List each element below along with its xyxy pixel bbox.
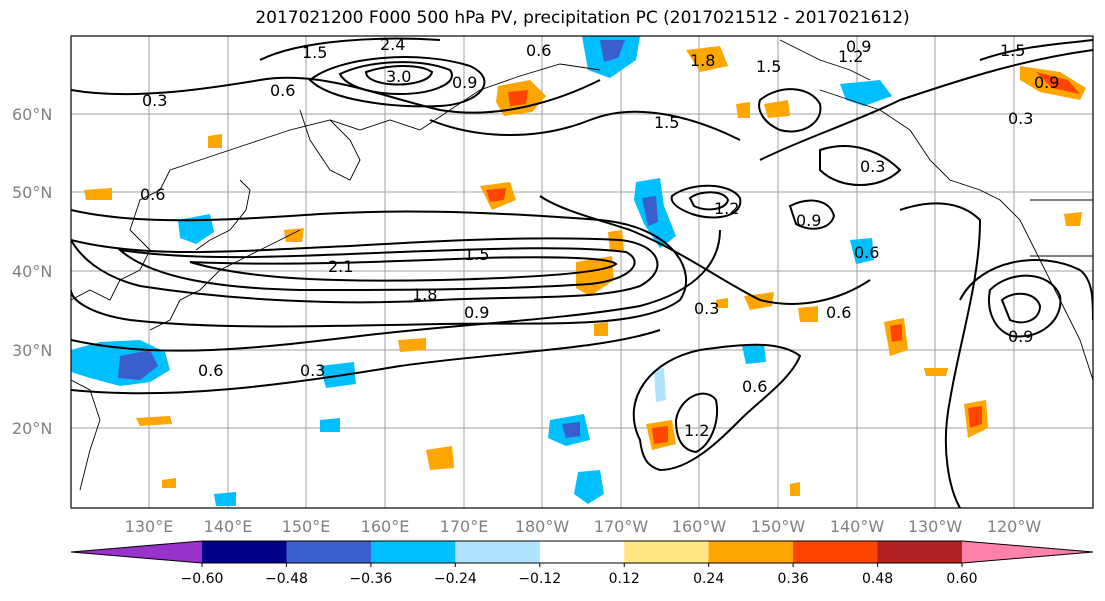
colorbar-bin: [370, 541, 456, 563]
contour-label: 0.6: [270, 81, 295, 100]
contour-label: 0.3: [300, 361, 325, 380]
contour-label: 1.5: [654, 113, 679, 132]
colorbar-bin: [539, 541, 625, 563]
colorbar-tick-label: 0.36: [778, 571, 809, 587]
lat-label-20n: 20°N: [12, 419, 52, 438]
colorbar-tick-label: −0.60: [181, 571, 224, 587]
colorbar-tick-label: −0.48: [265, 571, 308, 587]
colorbar-bin: [202, 541, 287, 563]
contour-label: 1.5: [302, 43, 327, 62]
map-title: 2017021200 F000 500 hPa PV, precipitatio…: [255, 8, 910, 28]
colorbar-tick-label: −0.12: [518, 571, 561, 587]
contour-label: 0.3: [860, 157, 885, 176]
colorbar: −0.60 −0.48 −0.36 −0.24 −0.12 0.12 0.24 0.36 0.4…: [70, 540, 1094, 587]
lon-label: 130°E: [125, 517, 174, 536]
colorbar-tick-label: 0.60: [946, 571, 977, 587]
precipitation-shading: [71, 36, 1086, 506]
lon-label: 130°W: [908, 517, 963, 536]
contour-label: 0.3: [142, 91, 167, 110]
contour-label: 0.6: [526, 41, 551, 60]
lat-label-50n: 50°N: [12, 183, 52, 202]
pv-contours: [71, 37, 1093, 508]
lon-label: 140°W: [830, 517, 885, 536]
lon-label: 150°W: [751, 517, 806, 536]
lon-label: 140°E: [204, 517, 253, 536]
colorbar-bin: [286, 541, 372, 563]
contour-label: 1.5: [464, 245, 489, 264]
contour-label: 1.5: [756, 57, 781, 76]
contour-label: 0.9: [846, 37, 871, 56]
lon-label: 120°W: [987, 517, 1042, 536]
colorbar-extend-high: [962, 541, 1093, 563]
lon-label: 150°E: [282, 517, 331, 536]
gridlines: [71, 36, 1093, 508]
contour-label: 3.0: [386, 67, 411, 86]
contour-label: 0.6: [826, 303, 851, 322]
lon-label: 170°E: [440, 517, 489, 536]
colorbar-tick-label: 0.24: [693, 571, 724, 587]
colorbar-bin: [624, 541, 710, 563]
contour-label: 2.4: [380, 35, 405, 54]
contour-label: 0.3: [1008, 109, 1033, 128]
colorbar-bin: [877, 541, 963, 563]
contour-label: 0.9: [1008, 327, 1033, 346]
contour-label: 0.9: [1034, 73, 1059, 92]
contour-label: 0.6: [742, 377, 767, 396]
contour-labels: 0.3 0.6 0.9 1.2 1.5 1.8 2.1 2.4 3.0 0.3 …: [140, 35, 1059, 440]
colorbar-tick-label: 0.48: [862, 571, 893, 587]
contour-label: 1.5: [1000, 41, 1025, 60]
contour-label: 1.2: [838, 47, 863, 66]
lat-label-40n: 40°N: [12, 262, 52, 281]
contour-label: 1.2: [714, 199, 739, 218]
colorbar-tick-label: −0.24: [434, 571, 477, 587]
lon-label: 170°W: [594, 517, 649, 536]
contour-label: 0.6: [198, 361, 223, 380]
colorbar-extend-low: [71, 541, 202, 563]
latitude-labels: 60°N 50°N 40°N 30°N 20°N: [12, 105, 52, 438]
colorbar-bin: [455, 541, 541, 563]
map-frame: [70, 35, 1094, 509]
lat-label-60n: 60°N: [12, 105, 52, 124]
lon-label: 160°E: [361, 517, 410, 536]
lon-label: 180°W: [515, 517, 570, 536]
lat-label-30n: 30°N: [12, 341, 52, 360]
contour-label: 0.6: [854, 243, 879, 262]
contour-label: 0.3: [694, 299, 719, 318]
colorbar-tick-label: 0.12: [609, 571, 640, 587]
contour-label: 2.1: [328, 257, 353, 276]
colorbar-bin: [793, 541, 879, 563]
contour-label: 0.6: [140, 185, 165, 204]
colorbar-bin: [708, 541, 794, 563]
colorbar-tick-label: −0.36: [349, 571, 392, 587]
lon-label: 160°W: [672, 517, 727, 536]
contour-label: 0.9: [464, 303, 489, 322]
contour-label: 0.9: [796, 211, 821, 230]
contour-label: 1.2: [684, 421, 709, 440]
longitude-labels: 130°E 140°E 150°E 160°E 170°E 180°W 170°…: [125, 517, 1042, 536]
contour-label: 1.8: [690, 51, 715, 70]
contour-label: 0.9: [452, 73, 477, 92]
contour-label: 1.8: [412, 285, 437, 304]
